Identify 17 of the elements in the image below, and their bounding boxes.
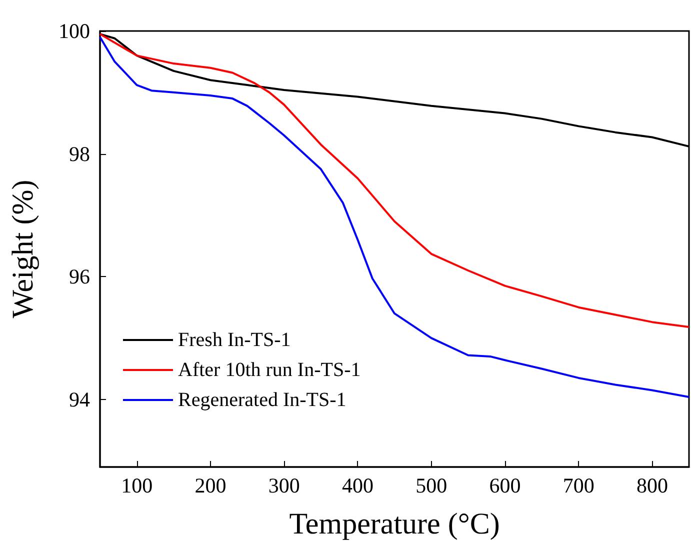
y-tick-label: 96	[69, 264, 90, 289]
y-tick-label: 98	[69, 142, 90, 166]
legend-label: Regenerated In-TS-1	[178, 389, 346, 411]
legend-label: Fresh In-TS-1	[178, 329, 291, 351]
x-tick-label: 700	[562, 474, 594, 498]
x-tick-label: 100	[121, 474, 153, 498]
legend-label: After 10th run In-TS-1	[178, 359, 361, 381]
x-axis-title: Temperature (°C)	[289, 508, 500, 540]
x-tick-label: 500	[416, 474, 448, 498]
x-tick-label: 600	[489, 474, 521, 498]
y-tick-label: 100	[58, 19, 90, 43]
x-tick-label: 400	[342, 474, 374, 498]
x-tick-label: 300	[268, 474, 300, 498]
y-tick-label: 94	[69, 387, 90, 412]
x-tick-label: 800	[636, 474, 668, 498]
y-axis-title: Weight (%)	[6, 180, 40, 318]
x-tick-label: 200	[194, 474, 226, 498]
